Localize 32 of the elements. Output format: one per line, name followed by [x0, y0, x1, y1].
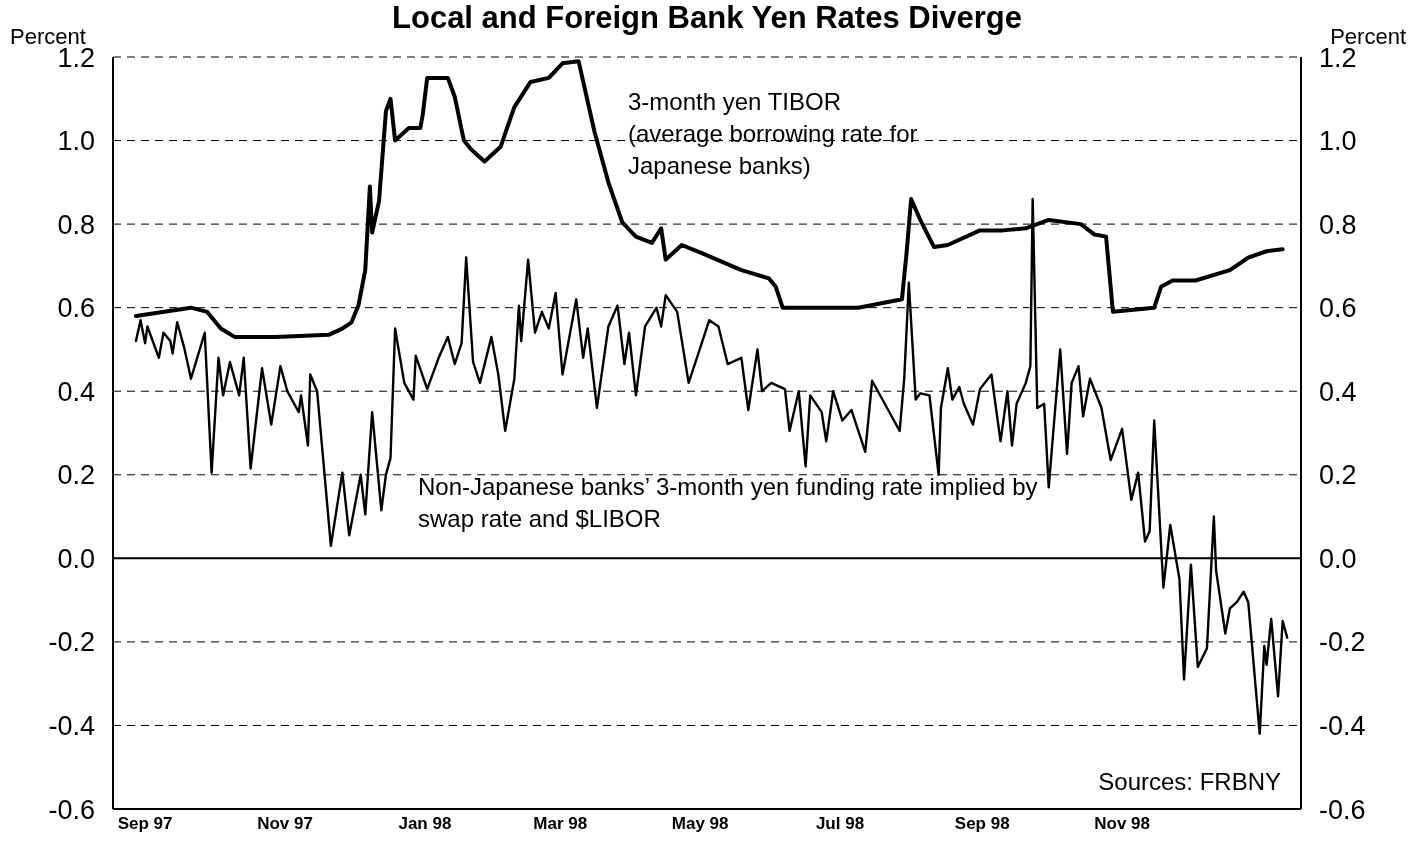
- y-tick-label: -0.2: [48, 627, 95, 658]
- x-tick-label: Jan 98: [398, 814, 452, 834]
- y-tick-label: 0.4: [57, 376, 95, 407]
- series-label: 3-month yen TIBOR (average borrowing rate for Japanese banks): [628, 87, 918, 181]
- series-label: Non-Japanese banks’ 3-month yen funding rate implied by swap rate and $LIBOR: [418, 472, 1039, 534]
- x-tick-label: Nov 98: [1094, 814, 1150, 834]
- x-tick-label: Sep 98: [954, 814, 1010, 834]
- y2-tick-label: -0.6: [1319, 794, 1366, 825]
- y-tick-label: 1.0: [57, 126, 95, 157]
- y2-tick-label: 0.8: [1319, 209, 1357, 240]
- y2-tick-label: 0.4: [1319, 376, 1357, 407]
- annotation: Sources: FRBNY: [1098, 768, 1281, 796]
- y-axis-title: Percent: [10, 24, 86, 49]
- x-tick-label: May 98: [671, 814, 729, 834]
- y-tick-label: -0.4: [48, 711, 95, 742]
- y2-tick-label: -0.4: [1319, 711, 1366, 742]
- y-tick-label: -0.6: [48, 794, 95, 825]
- y-tick-label: 0.6: [57, 293, 95, 324]
- y2-tick-label: -0.2: [1319, 627, 1366, 658]
- y-tick-label: 0.0: [57, 543, 95, 574]
- y2-tick-label: 0.6: [1319, 293, 1357, 324]
- y2-tick-label: 1.0: [1319, 126, 1357, 157]
- y2-tick-label: 0.2: [1319, 460, 1357, 491]
- x-tick-label: Mar 98: [533, 814, 588, 834]
- x-tick-label: Nov 97: [257, 814, 313, 834]
- x-tick-label: Jul 98: [815, 814, 865, 834]
- y2-axis-title: Percent: [1330, 24, 1406, 49]
- x-tick-label: Sep 97: [117, 814, 173, 834]
- y-tick-label: 0.2: [57, 460, 95, 491]
- y-tick-label: 0.8: [57, 209, 95, 240]
- chart-title: Local and Foreign Bank Yen Rates Diverge: [392, 0, 1022, 35]
- y2-tick-label: 0.0: [1319, 543, 1357, 574]
